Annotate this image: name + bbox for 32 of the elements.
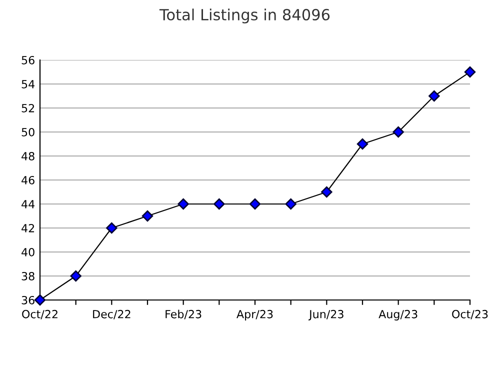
point [356, 138, 368, 150]
x-tick-label: Dec/22 [93, 310, 130, 320]
x-tick-label: Oct/22 [22, 310, 58, 320]
point [106, 222, 118, 234]
y-tick-label: 42 [22, 224, 34, 232]
y-tick-label: 40 [22, 248, 34, 256]
y-tick-label: 54 [22, 80, 35, 88]
x-tick-label: Jun/23 [308, 310, 344, 320]
point [464, 66, 476, 78]
y-tick-label: 48 [22, 152, 34, 160]
y-tick-label: 36 [22, 296, 34, 304]
point [428, 90, 440, 102]
x-tick-label: Feb/23 [166, 310, 202, 320]
point [214, 198, 225, 210]
y-tick-label: 38 [22, 272, 34, 280]
x-tick-label: Aug/23 [378, 310, 418, 320]
x-tick-label: Apr/23 [236, 310, 273, 320]
chart-title: Total Listings in 84096 [159, 8, 330, 24]
y-tick-label: 46 [22, 176, 34, 184]
point [142, 210, 154, 222]
point [285, 198, 296, 210]
y-tick-label: 56 [22, 56, 34, 64]
x-tick-label: Oct/23 [452, 310, 488, 320]
point [178, 198, 189, 210]
y-tick-label: 44 [22, 200, 35, 208]
point [34, 294, 46, 306]
y-tick-label: 52 [22, 104, 34, 112]
point [392, 126, 404, 138]
point [249, 198, 261, 210]
y-tick-label: 50 [22, 128, 34, 136]
point [321, 186, 332, 198]
point [70, 270, 82, 282]
